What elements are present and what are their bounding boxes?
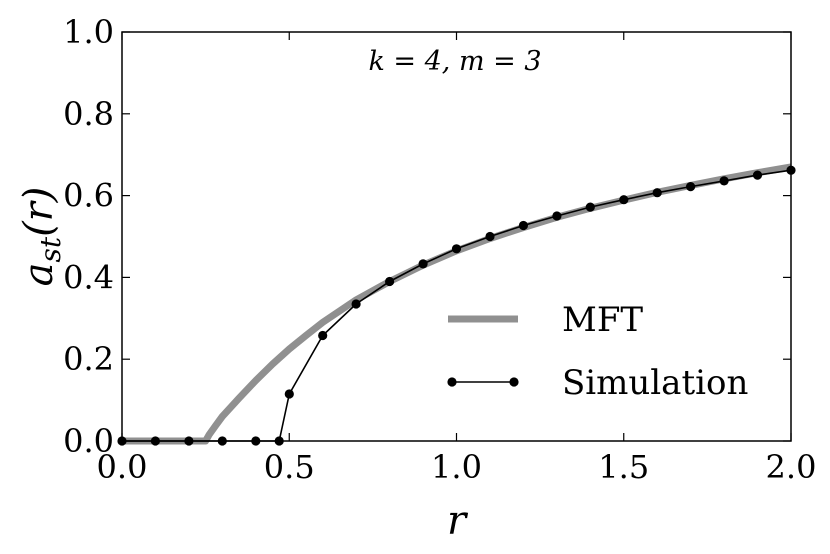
simulation-point <box>385 276 395 287</box>
simulation-point <box>752 170 763 180</box>
y-tick-label: 0.6 <box>63 177 114 215</box>
data-layer <box>117 163 796 446</box>
simulation-point <box>686 182 696 192</box>
simulation-point <box>318 330 328 341</box>
y-axis-label: ast(r) <box>16 187 67 287</box>
simulation-point <box>284 389 294 399</box>
simulation-point <box>518 220 529 231</box>
y-tick-label: 0.8 <box>63 95 114 133</box>
simulation-point <box>619 195 629 205</box>
legend-marker <box>509 377 519 387</box>
legend-marker <box>447 377 457 387</box>
x-tick-label: 1.0 <box>431 448 482 486</box>
simulation-point <box>485 231 495 242</box>
y-tick-label: 0.4 <box>63 258 114 296</box>
simulation-point <box>652 188 662 198</box>
x-tick-label: 1.5 <box>598 448 649 486</box>
ticks: 0.0 0.5 1.0 1.5 2.0 0.0 0.2 0.4 0.6 0.8 1.0 <box>63 13 816 486</box>
x-tick-label: 0.5 <box>264 448 315 486</box>
simulation-point <box>451 244 462 254</box>
simulation-point <box>585 202 595 212</box>
legend: MFT Simulation <box>447 300 748 403</box>
x-tick-label: 0.0 <box>97 448 148 486</box>
x-tick-label: 2.0 <box>766 448 817 486</box>
y-tick-label: 1.0 <box>63 13 114 51</box>
simulation-point <box>418 259 428 269</box>
simulation-point <box>552 211 562 221</box>
y-tick-label: 0.2 <box>63 340 114 378</box>
simulation-point <box>719 176 729 186</box>
simulation-point <box>351 299 361 309</box>
x-axis-label: r <box>447 498 469 544</box>
parameter-annotation: k = 4, m = 3 <box>368 46 541 77</box>
legend-label: Simulation <box>562 363 748 403</box>
y-tick-label: 0.0 <box>63 422 114 460</box>
legend-label: MFT <box>562 300 643 340</box>
